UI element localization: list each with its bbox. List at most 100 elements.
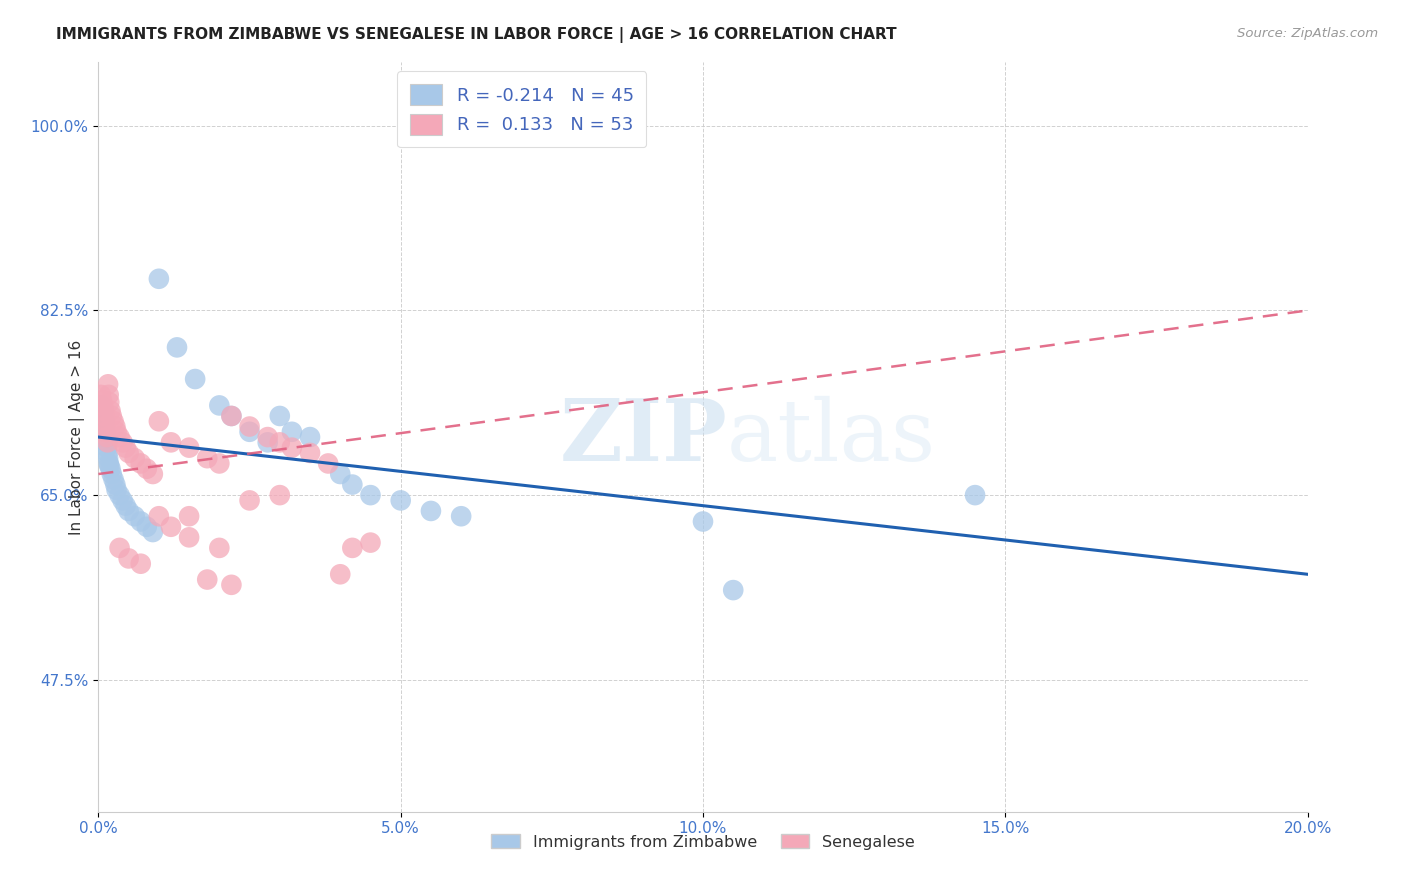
Point: [692, 515, 714, 529]
Point: [108, 488, 131, 502]
Point: [93, 403, 115, 417]
Point: [94, 430, 117, 444]
Point: [342, 541, 364, 555]
Point: [100, 409, 122, 423]
Point: [98, 395, 121, 409]
Y-axis label: In Labor Force | Age > 16: In Labor Force | Age > 16: [69, 340, 84, 534]
Point: [96, 435, 118, 450]
Point: [166, 340, 188, 354]
Point: [329, 567, 352, 582]
Text: ZIP: ZIP: [560, 395, 727, 479]
Point: [108, 541, 131, 555]
Point: [221, 409, 243, 423]
Point: [965, 488, 987, 502]
Point: [269, 488, 291, 502]
Point: [179, 509, 201, 524]
Point: [160, 435, 183, 450]
Point: [114, 441, 136, 455]
Point: [97, 457, 120, 471]
Point: [299, 430, 322, 444]
Point: [142, 467, 165, 481]
Text: atlas: atlas: [727, 395, 936, 479]
Point: [316, 457, 339, 471]
Legend: Immigrants from Zimbabwe, Senegalese: Immigrants from Zimbabwe, Senegalese: [485, 828, 921, 856]
Point: [105, 483, 128, 497]
Point: [239, 425, 262, 439]
Point: [148, 272, 170, 286]
Point: [269, 435, 291, 450]
Point: [124, 451, 146, 466]
Point: [184, 372, 207, 386]
Point: [90, 399, 112, 413]
Point: [100, 467, 122, 481]
Point: [104, 477, 127, 491]
Point: [118, 446, 141, 460]
Point: [91, 403, 114, 417]
Text: IMMIGRANTS FROM ZIMBABWE VS SENEGALESE IN LABOR FORCE | AGE > 16 CORRELATION CHA: IMMIGRANTS FROM ZIMBABWE VS SENEGALESE I…: [56, 27, 897, 43]
Point: [96, 441, 118, 455]
Point: [94, 414, 117, 428]
Point: [111, 493, 134, 508]
Point: [239, 419, 262, 434]
Point: [281, 441, 304, 455]
Point: [129, 457, 152, 471]
Point: [299, 446, 322, 460]
Point: [103, 414, 125, 428]
Point: [96, 430, 118, 444]
Text: Source: ZipAtlas.com: Source: ZipAtlas.com: [1237, 27, 1378, 40]
Point: [329, 467, 352, 481]
Point: [90, 388, 112, 402]
Point: [723, 583, 745, 598]
Point: [221, 409, 243, 423]
Point: [96, 446, 118, 460]
Point: [179, 530, 201, 544]
Point: [239, 493, 262, 508]
Point: [256, 435, 278, 450]
Point: [93, 419, 115, 434]
Point: [179, 441, 201, 455]
Point: [160, 520, 183, 534]
Point: [93, 409, 115, 423]
Point: [208, 399, 231, 413]
Point: [103, 472, 125, 486]
Point: [100, 403, 122, 417]
Point: [105, 425, 128, 439]
Point: [104, 419, 127, 434]
Point: [94, 419, 117, 434]
Point: [91, 393, 114, 408]
Point: [94, 425, 117, 439]
Point: [96, 435, 118, 450]
Point: [195, 451, 218, 466]
Point: [142, 524, 165, 539]
Point: [93, 414, 115, 428]
Point: [450, 509, 472, 524]
Point: [118, 504, 141, 518]
Point: [97, 388, 120, 402]
Point: [360, 488, 382, 502]
Point: [135, 520, 157, 534]
Point: [100, 461, 122, 475]
Point: [269, 409, 291, 423]
Point: [91, 406, 114, 420]
Point: [281, 425, 304, 439]
Point: [129, 515, 152, 529]
Point: [221, 578, 243, 592]
Point: [96, 425, 118, 439]
Point: [420, 504, 443, 518]
Point: [195, 573, 218, 587]
Point: [148, 509, 170, 524]
Point: [135, 461, 157, 475]
Point: [98, 458, 121, 473]
Point: [208, 457, 231, 471]
Point: [129, 557, 152, 571]
Point: [97, 451, 120, 466]
Point: [389, 493, 412, 508]
Point: [108, 430, 131, 444]
Point: [256, 430, 278, 444]
Point: [111, 435, 134, 450]
Point: [118, 551, 141, 566]
Point: [97, 377, 120, 392]
Point: [342, 477, 364, 491]
Point: [91, 399, 114, 413]
Point: [208, 541, 231, 555]
